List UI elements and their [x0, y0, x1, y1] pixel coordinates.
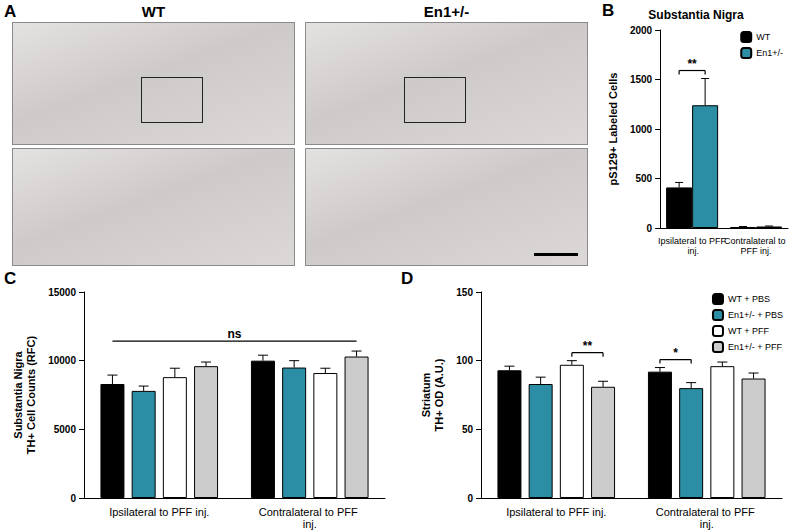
svg-text:*: *	[673, 346, 678, 360]
svg-text:50: 50	[462, 424, 474, 435]
svg-text:10000: 10000	[48, 355, 76, 366]
svg-text:0: 0	[647, 223, 653, 234]
svg-text:En1+/- + PBS: En1+/- + PBS	[728, 310, 783, 320]
svg-text:0: 0	[467, 493, 473, 504]
svg-text:**: **	[687, 57, 697, 71]
svg-text:0: 0	[70, 493, 76, 504]
svg-text:B: B	[602, 1, 614, 20]
svg-text:Ipsilateral to PFF inj.: Ipsilateral to PFF inj.	[506, 506, 606, 518]
svg-text:150: 150	[456, 287, 473, 298]
svg-text:1500: 1500	[630, 74, 653, 85]
svg-text:TH+ Cell Counts (RFC): TH+ Cell Counts (RFC)	[25, 336, 37, 455]
svg-text:inj.: inj.	[685, 246, 699, 256]
svg-text:Substantia Nigra: Substantia Nigra	[12, 350, 24, 438]
svg-text:C: C	[4, 269, 16, 288]
svg-text:1000: 1000	[630, 124, 653, 135]
svg-text:TH+ OD (A.U.): TH+ OD (A.U.)	[433, 358, 445, 431]
svg-text:inj.: inj.	[700, 518, 714, 530]
svg-text:ns: ns	[227, 327, 241, 341]
svg-text:Contralateral to PFF: Contralateral to PFF	[259, 506, 361, 518]
svg-text:En1+/- + PFF: En1+/- + PFF	[728, 342, 783, 352]
html-text:WT: WT	[141, 3, 166, 20]
svg-text:En1+/-: En1+/-	[756, 48, 783, 58]
svg-text:Contralateral to: Contralateral to	[724, 236, 788, 246]
svg-text:**: **	[583, 339, 593, 353]
html-text:A: A	[4, 2, 17, 21]
svg-text:Ipsilateral to PFF inj.: Ipsilateral to PFF inj.	[109, 506, 209, 518]
html-text:En1+/-: En1+/-	[423, 3, 470, 20]
svg-text:Substantia Nigra: Substantia Nigra	[648, 8, 744, 22]
svg-text:pS129+ Labeled Cells: pS129+ Labeled Cells	[607, 73, 619, 186]
svg-text:100: 100	[456, 355, 473, 366]
svg-text:Ipsilateral to PFF: Ipsilateral to PFF	[658, 236, 727, 246]
svg-text:Contralateral to PFF: Contralateral to PFF	[656, 506, 758, 518]
svg-text:D: D	[401, 269, 413, 288]
svg-text:15000: 15000	[48, 287, 76, 298]
svg-text:inj.: inj.	[303, 518, 317, 530]
svg-text:2000: 2000	[630, 25, 653, 36]
svg-text:PFF inj.: PFF inj.	[741, 246, 772, 256]
svg-text:WT: WT	[756, 32, 770, 42]
svg-text:500: 500	[635, 173, 652, 184]
svg-text:Striatum: Striatum	[420, 372, 432, 417]
svg-text:WT + PBS: WT + PBS	[728, 294, 770, 304]
svg-text:WT + PFF: WT + PFF	[728, 326, 770, 336]
svg-text:5000: 5000	[54, 424, 77, 435]
